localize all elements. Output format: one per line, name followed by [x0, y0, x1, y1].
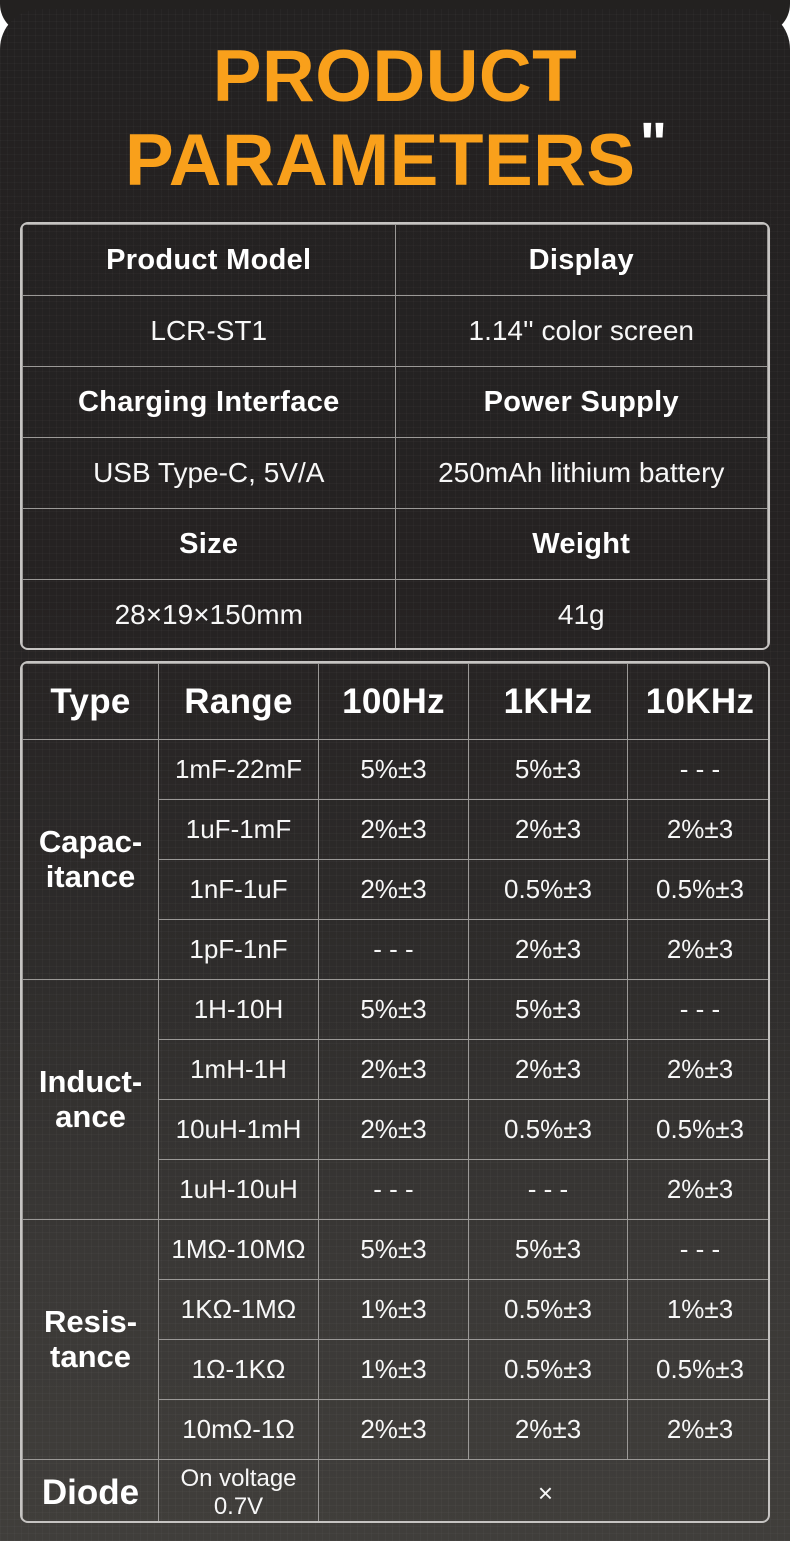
spec-cell-value: - - - [318, 919, 469, 980]
spec-cell-value: - - - [627, 1219, 768, 1280]
spec-cell-range: 1Ω-1KΩ [158, 1339, 319, 1400]
spec-cell-value: 0.5%±3 [468, 1339, 628, 1400]
spec-cell-value: 2%±3 [468, 1039, 628, 1100]
info-cell-product-model-label: Product Model [22, 224, 396, 296]
spec-cell-value: 1%±3 [318, 1279, 469, 1340]
spec-cell-value: 2%±3 [318, 1099, 469, 1160]
spec-cell-range: 1MΩ-10MΩ [158, 1219, 319, 1280]
spec-header-range: Range [158, 663, 319, 740]
info-cell-charging-label: Charging Interface [22, 366, 396, 438]
spec-cell-value: 0.5%±3 [468, 1099, 628, 1160]
page-title-line1: PRODUCT [212, 36, 578, 117]
spec-cell-range: 1mF-22mF [158, 739, 319, 800]
spec-cell-value: 5%±3 [468, 1219, 628, 1280]
spec-cell-value: 0.5%±3 [627, 1339, 768, 1400]
info-table: Product Model Display LCR-ST1 1.14'' col… [22, 224, 768, 648]
spec-cell-range: 10uH-1mH [158, 1099, 319, 1160]
spec-cell-range: 1H-10H [158, 979, 319, 1040]
info-cell-weight-label: Weight [394, 508, 768, 580]
info-row-values-3: 28×19×150mm 41g [22, 579, 768, 648]
title-quote-mark: " [639, 111, 667, 176]
info-cell-display-label: Display [394, 224, 768, 296]
page-title-line2-text: PARAMETERS [124, 120, 636, 201]
info-table-card: Product Model Display LCR-ST1 1.14'' col… [20, 222, 770, 650]
spec-header-type: Type [22, 663, 159, 740]
spec-cell-value: 2%±3 [627, 1399, 768, 1460]
spec-cell-value: 0.5%±3 [627, 859, 768, 920]
info-row-values-2: USB Type-C, 5V/A 250mAh lithium battery [22, 437, 768, 509]
spec-type-diode: Diode [22, 1459, 159, 1521]
spec-cell-value: 0.5%±3 [468, 859, 628, 920]
spec-header-100hz: 100Hz [318, 663, 469, 740]
spec-cell-range: 1mH-1H [158, 1039, 319, 1100]
spec-cell-range: 1uH-10uH [158, 1159, 319, 1220]
info-cell-product-model-value: LCR-ST1 [22, 295, 396, 367]
info-row-headers-1: Product Model Display [22, 224, 768, 296]
page-title: PRODUCT PARAMETERS" [0, 35, 790, 208]
spec-cell-diode-value: × [318, 1459, 768, 1521]
page-title-line2: PARAMETERS" [0, 111, 790, 208]
spec-cell-value: 5%±3 [318, 979, 469, 1040]
spec-row: Capac- itance 1mF-22mF 5%±3 5%±3 - - - [22, 739, 768, 980]
spec-cell-value: 5%±3 [468, 739, 628, 800]
spec-table: Type Range 100Hz 1KHz 10KHz Capac- itanc… [22, 663, 768, 1521]
spec-cell-value: 2%±3 [627, 1159, 768, 1220]
spec-row: 1mH-1H 2%±3 2%±3 2%±3 [23, 1039, 768, 1100]
spec-cell-value: 1%±3 [627, 1279, 768, 1340]
info-cell-size-value: 28×19×150mm [22, 579, 396, 648]
spec-cell-range: 1uF-1mF [158, 799, 319, 860]
spec-row: 10mΩ-1Ω 2%±3 2%±3 2%±3 [23, 1399, 768, 1460]
info-row-values-1: LCR-ST1 1.14'' color screen [22, 295, 768, 367]
info-cell-power-value: 250mAh lithium battery [394, 437, 768, 509]
spec-cell-value: - - - [627, 739, 768, 800]
spec-cell-value: 2%±3 [627, 1039, 768, 1100]
spec-cell-value: 2%±3 [318, 1039, 469, 1100]
spec-cell-value: 5%±3 [468, 979, 628, 1040]
spec-type-capacitance: Capac- itance [22, 739, 159, 980]
spec-cell-value: 1%±3 [318, 1339, 469, 1400]
info-cell-weight-value: 41g [394, 579, 768, 648]
spec-cell-value: 2%±3 [468, 799, 628, 860]
info-cell-power-label: Power Supply [394, 366, 768, 438]
spec-row-diode: Diode On voltage 0.7V × [22, 1459, 768, 1521]
spec-row: Induct- ance 1H-10H 5%±3 5%±3 - - - [22, 979, 768, 1220]
spec-row: 1nF-1uF 2%±3 0.5%±3 0.5%±3 [23, 859, 768, 920]
spec-cell-value: 0.5%±3 [468, 1279, 628, 1340]
spec-row: 1Ω-1KΩ 1%±3 0.5%±3 0.5%±3 [23, 1339, 768, 1400]
info-row-headers-3: Size Weight [22, 508, 768, 580]
spec-cell-range: 10mΩ-1Ω [158, 1399, 319, 1460]
info-row-headers-2: Charging Interface Power Supply [22, 366, 768, 438]
spec-cell-value: 2%±3 [627, 799, 768, 860]
spec-row: 1uH-10uH - - - - - - 2%±3 [23, 1159, 768, 1220]
dark-panel: PRODUCT PARAMETERS" Product Model Displa… [0, 9, 790, 1541]
info-cell-charging-value: USB Type-C, 5V/A [22, 437, 396, 509]
spec-cell-value: - - - [627, 979, 768, 1040]
spec-cell-value: 2%±3 [318, 859, 469, 920]
spec-type-inductance: Induct- ance [22, 979, 159, 1220]
info-cell-size-label: Size [22, 508, 396, 580]
spec-cell-value: - - - [468, 1159, 628, 1220]
spec-row: 10uH-1mH 2%±3 0.5%±3 0.5%±3 [23, 1099, 768, 1160]
spec-cell-range: 1KΩ-1MΩ [158, 1279, 319, 1340]
spec-cell-range: 1pF-1nF [158, 919, 319, 980]
spec-header-10khz: 10KHz [627, 663, 768, 740]
spec-cell-value: 2%±3 [318, 799, 469, 860]
spec-cell-value: 2%±3 [468, 1399, 628, 1460]
spec-cell-value: 2%±3 [627, 919, 768, 980]
spec-cell-value: - - - [318, 1159, 469, 1220]
spec-type-resistance: Resis- tance [22, 1219, 159, 1460]
spec-cell-value: 0.5%±3 [627, 1099, 768, 1160]
spec-cell-value: 2%±3 [318, 1399, 469, 1460]
spec-header-1khz: 1KHz [468, 663, 628, 740]
spec-cell-value: 5%±3 [318, 739, 469, 800]
spec-row: Resis- tance 1MΩ-10MΩ 5%±3 5%±3 - - - [22, 1219, 768, 1460]
spec-table-card: Type Range 100Hz 1KHz 10KHz Capac- itanc… [20, 661, 770, 1523]
spec-cell-range: 1nF-1uF [158, 859, 319, 920]
info-cell-display-value: 1.14'' color screen [394, 295, 768, 367]
spec-cell-value: 5%±3 [318, 1219, 469, 1280]
spec-cell-diode-range: On voltage 0.7V [158, 1459, 319, 1521]
spec-cell-value: 2%±3 [468, 919, 628, 980]
spec-header-row: Type Range 100Hz 1KHz 10KHz [22, 663, 768, 740]
